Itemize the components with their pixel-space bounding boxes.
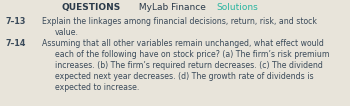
Text: QUESTIONS: QUESTIONS — [62, 3, 121, 12]
Text: each of the following have on stock price? (a) The firm’s risk premium: each of the following have on stock pric… — [55, 50, 329, 59]
Text: MyLab Finance: MyLab Finance — [136, 3, 209, 12]
Text: Assuming that all other variables remain unchanged, what effect would: Assuming that all other variables remain… — [42, 39, 324, 48]
Text: 7–14: 7–14 — [5, 39, 25, 48]
Text: expected next year decreases. (d) The growth rate of dividends is: expected next year decreases. (d) The gr… — [55, 72, 314, 81]
Text: expected to increase.: expected to increase. — [55, 83, 139, 92]
Text: 7–13: 7–13 — [5, 17, 25, 26]
Text: value.: value. — [55, 28, 79, 37]
Text: Solutions: Solutions — [216, 3, 258, 12]
Text: increases. (b) The firm’s required return decreases. (c) The dividend: increases. (b) The firm’s required retur… — [55, 61, 323, 70]
Text: Explain the linkages among financial decisions, return, risk, and stock: Explain the linkages among financial dec… — [42, 17, 317, 26]
